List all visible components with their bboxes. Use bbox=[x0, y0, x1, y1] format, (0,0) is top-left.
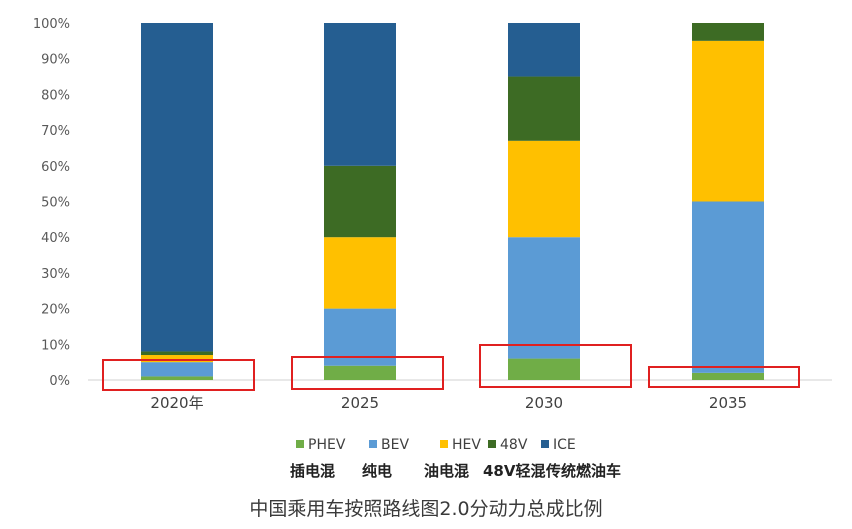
legend-swatch-phev bbox=[296, 440, 304, 448]
bar-segment-phev bbox=[324, 365, 396, 380]
highlight-box bbox=[291, 356, 444, 390]
x-tick-label: 2020年 bbox=[150, 394, 203, 412]
highlight-boxes bbox=[102, 344, 800, 391]
y-tick-label: 0% bbox=[49, 374, 70, 389]
highlight-box bbox=[479, 344, 632, 388]
legend-subtitle: 48V轻混 bbox=[483, 462, 545, 480]
legend-subtitle: 油电混 bbox=[424, 462, 469, 480]
legend-subtitle: 纯电 bbox=[362, 462, 392, 480]
bar-segment-hev bbox=[692, 40, 764, 202]
legend-label-ice: ICE bbox=[553, 437, 576, 453]
legend-swatch-ice bbox=[541, 440, 549, 448]
y-tick-label: 50% bbox=[41, 196, 70, 211]
x-tick-label: 2025 bbox=[341, 394, 379, 412]
bar-stacks bbox=[141, 23, 764, 380]
bar-segment-ice bbox=[141, 23, 213, 352]
figure-caption: 中国乘用车按照路线图2.0分动力总成比例 bbox=[249, 498, 603, 520]
bar-segment-phev bbox=[692, 372, 764, 380]
chart-panel: 0% 10% 20% 30% 40% 50% 60% 70% 80% 90% 100% 2020年 2… bbox=[32, 17, 832, 480]
legend-subtitle: 插电混 bbox=[290, 462, 335, 480]
x-tick-label: 2030 bbox=[525, 394, 563, 412]
bar-segment-bev bbox=[508, 237, 580, 359]
stacked-bar-chart: 0%10%20%30%40%50%60%70%80%90%100% 2020年 2… bbox=[33, 17, 832, 480]
legend-swatch-hev bbox=[440, 440, 448, 448]
x-tick-label: 2035 bbox=[709, 394, 747, 412]
bar-segment-48v bbox=[692, 23, 764, 41]
y-tick-label: 30% bbox=[41, 267, 70, 282]
bar-segment-48v bbox=[324, 165, 396, 238]
y-tick-label: 60% bbox=[41, 160, 70, 175]
y-axis: 0% 10% 20% 30% 40% 50% 60% 70% 80% 90% 100% bbox=[33, 17, 70, 389]
legend-subtitle: 传统燃油车 bbox=[545, 462, 621, 480]
bar-segment-hev bbox=[508, 140, 580, 238]
y-tick-label: 20% bbox=[41, 303, 70, 318]
highlight-box bbox=[102, 359, 255, 391]
bar-segment-ice bbox=[324, 23, 396, 166]
bar-segment-ice bbox=[508, 23, 580, 77]
legend-swatch-bev bbox=[369, 440, 377, 448]
bar-segment-bev bbox=[692, 201, 764, 373]
legend-swatch-48v bbox=[488, 440, 496, 448]
legend-label-bev: BEV bbox=[381, 437, 409, 453]
legend-label-48v: 48V bbox=[500, 437, 528, 453]
bar-segment-48v bbox=[141, 351, 213, 356]
y-tick-label: 100% bbox=[33, 17, 70, 32]
highlight-box bbox=[648, 366, 800, 388]
y-tick-label: 70% bbox=[41, 124, 70, 139]
y-tick-label: 90% bbox=[41, 53, 70, 68]
legend-label-phev: PHEV bbox=[308, 437, 346, 453]
bar-segment-phev bbox=[141, 376, 213, 380]
bar-segment-hev bbox=[141, 355, 213, 363]
y-tick-label: 80% bbox=[41, 88, 70, 103]
y-tick-label: 10% bbox=[41, 338, 70, 353]
legend: PHEV BEV HEV 48V ICE bbox=[296, 437, 576, 453]
bar-segment-phev bbox=[508, 358, 580, 380]
y-tick-label: 40% bbox=[41, 231, 70, 246]
bar-segment-48v bbox=[508, 76, 580, 141]
bar-segment-bev bbox=[141, 362, 213, 377]
bar-segment-hev bbox=[324, 237, 396, 309]
x-axis-labels: 2020年 2025 2030 2035 bbox=[150, 394, 747, 412]
legend-subtitles: 插电混 纯电 油电混 48V轻混 传统燃油车 bbox=[290, 462, 621, 480]
legend-label-hev: HEV bbox=[452, 437, 481, 453]
